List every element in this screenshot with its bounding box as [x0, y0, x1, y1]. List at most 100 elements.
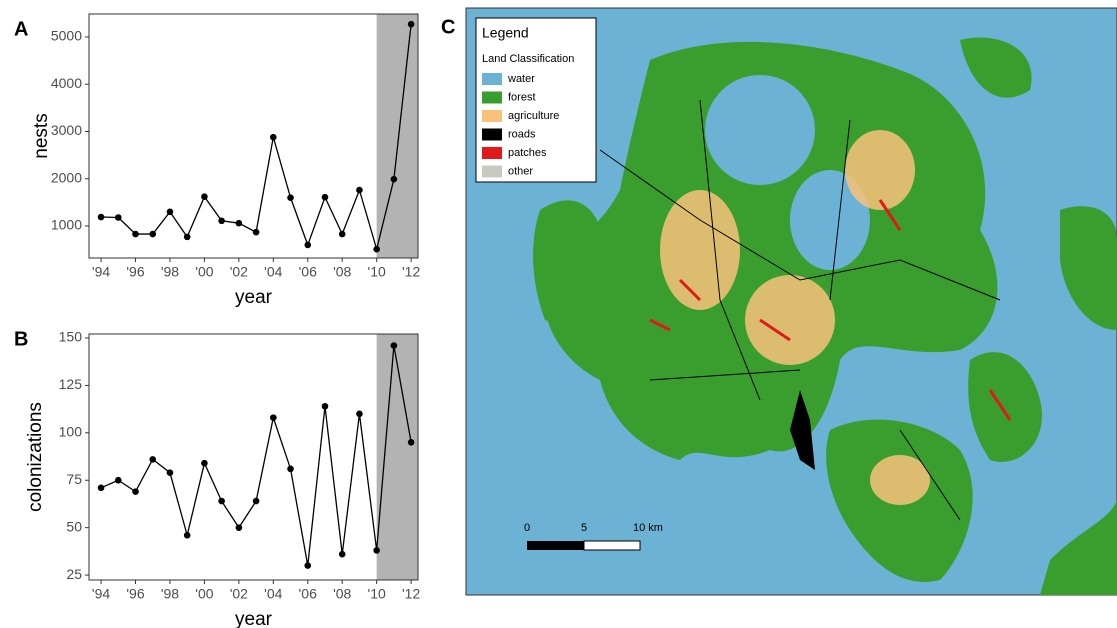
data-point [132, 488, 139, 495]
shaded-region [376, 334, 418, 580]
x-tick-label: '94 [92, 586, 110, 602]
x-tick-label: '06 [299, 586, 317, 602]
data-point [373, 547, 380, 554]
y-tick-label: 5000 [51, 28, 82, 44]
x-tick-label: '08 [333, 264, 351, 280]
legend-swatch [482, 147, 502, 159]
x-tick-label: '04 [264, 264, 282, 280]
panel-label: B [14, 328, 28, 350]
legend-label: water [507, 73, 535, 85]
legend-swatch [482, 91, 502, 104]
data-line [101, 24, 412, 252]
data-point [390, 175, 398, 183]
x-tick-label: '02 [230, 264, 248, 280]
data-point [287, 465, 294, 473]
scale-label: 10 km [633, 522, 663, 534]
data-point [356, 186, 363, 194]
plot-frame [88, 13, 419, 259]
data-point [338, 230, 346, 238]
data-point [114, 214, 122, 221]
data-point [183, 233, 191, 241]
y-tick-label: 2000 [51, 169, 82, 185]
scale-bar [527, 541, 584, 550]
x-tick-label: '06 [299, 264, 317, 280]
data-point [218, 217, 225, 225]
data-point [97, 484, 105, 492]
x-tick-label: '10 [368, 586, 386, 602]
x-axis-label: year [235, 287, 273, 308]
data-point [321, 193, 329, 201]
y-axis-label: colonizations [25, 402, 46, 512]
data-point [183, 531, 191, 539]
data-point [235, 524, 243, 531]
x-tick-label: '12 [402, 586, 420, 602]
data-point [321, 402, 329, 410]
legend-swatch [482, 73, 502, 85]
scale-label: 0 [524, 522, 530, 534]
x-axis-label: year [235, 609, 273, 628]
data-point [373, 245, 380, 253]
data-point [356, 410, 363, 418]
x-tick-label: '00 [195, 586, 213, 602]
data-point [390, 342, 398, 349]
x-tick-label: '98 [161, 586, 179, 602]
data-point [252, 228, 260, 236]
x-tick-label: '08 [333, 586, 351, 602]
legend-items: water forest agriculture roads patches other [482, 73, 559, 178]
data-point [304, 241, 312, 249]
legend-swatch [482, 165, 502, 178]
panel-label: A [14, 18, 28, 40]
data-point [201, 193, 208, 201]
y-tick-label: 3000 [51, 122, 82, 138]
data-point [338, 550, 346, 558]
data-point [166, 469, 174, 476]
data-point [166, 208, 174, 216]
x-tick-label: '02 [230, 586, 248, 602]
legend-label: agriculture [508, 110, 559, 122]
legend-swatch [482, 110, 502, 122]
y-tick-label: 75 [66, 471, 82, 487]
legend-subtitle: Land Classification [482, 53, 574, 65]
y-tick-label: 100 [59, 424, 83, 440]
y-tick-label: 1000 [51, 217, 82, 233]
legend-label: patches [508, 147, 547, 159]
data-point [114, 476, 122, 484]
y-tick-label: 25 [66, 566, 82, 582]
data-point [270, 414, 277, 421]
shaded-region [376, 14, 418, 258]
x-tick-label: '00 [195, 264, 213, 280]
x-tick-label: '96 [126, 586, 144, 602]
x-tick-label: '04 [264, 586, 282, 602]
scale-labels: 0 5 10 km [524, 522, 663, 534]
data-point [287, 194, 294, 201]
data-point [149, 230, 157, 238]
legend-label: forest [508, 91, 536, 103]
x-tick-label: '94 [92, 264, 110, 280]
plot-frame [88, 333, 419, 581]
data-point [304, 562, 312, 569]
x-tick-label: '12 [402, 264, 420, 280]
data-point [252, 497, 260, 505]
scale-label: 5 [581, 522, 587, 534]
x-tick-label: '96 [126, 264, 144, 280]
x-tick-label: '10 [368, 264, 386, 280]
y-tick-label: 125 [59, 376, 83, 392]
legend-label: roads [508, 128, 536, 140]
data-point [149, 456, 157, 463]
data-line [100, 345, 412, 566]
data-point [235, 219, 243, 227]
legend-swatch [482, 128, 502, 141]
data-point [97, 213, 105, 221]
x-tick-label: '98 [161, 264, 179, 280]
y-axis-label: nests [31, 113, 52, 158]
y-tick-label: 4000 [51, 75, 82, 91]
data-point [407, 20, 415, 28]
data-point [407, 439, 415, 446]
y-tick-label: 50 [66, 518, 82, 534]
scale-bar [583, 540, 641, 551]
legend-label: other [508, 165, 533, 177]
data-point [132, 230, 139, 238]
panel-label: C [441, 16, 455, 38]
y-tick-label: 150 [59, 329, 83, 345]
